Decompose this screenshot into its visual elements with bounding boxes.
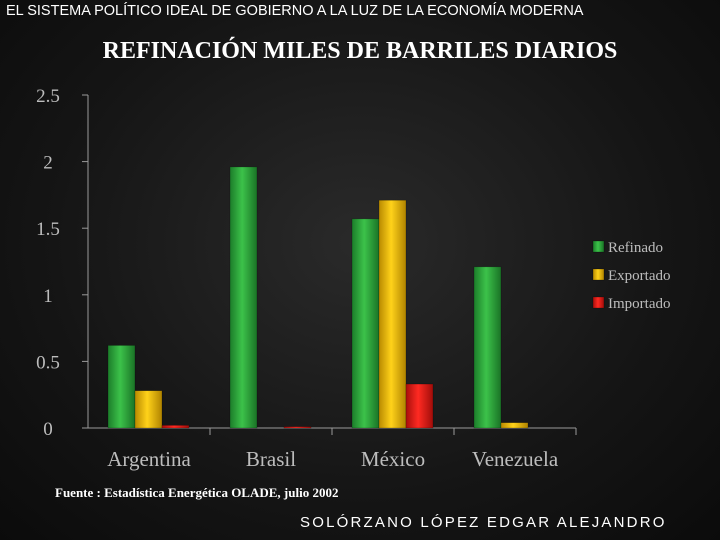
bar-importado-brasil (283, 426, 312, 429)
bar-importado-méxico (405, 383, 434, 429)
chart-axes (82, 94, 577, 435)
bar-exportado-méxico (378, 199, 407, 429)
legend-swatch-importado (592, 296, 605, 309)
bar-refinado-argentina (107, 345, 136, 429)
x-category-label: Venezuela (472, 447, 559, 471)
bar-refinado-brasil (229, 166, 258, 429)
y-tick-label: 0 (43, 419, 53, 440)
author-name: SOLÓRZANO LÓPEZ EDGAR ALEJANDRO (300, 514, 667, 531)
bar-exportado-venezuela (500, 422, 529, 429)
legend-swatch-exportado (592, 268, 605, 281)
chart-legend: Refinado Exportado Importado (592, 240, 670, 312)
bar-refinado-venezuela (473, 266, 502, 429)
chart-bars (107, 166, 529, 429)
y-tick-label: 2.5 (36, 86, 60, 107)
presentation-header: EL SISTEMA POLÍTICO IDEAL DE GOBIERNO A … (6, 3, 584, 19)
bar-exportado-argentina (134, 390, 163, 429)
x-category-label: Argentina (107, 447, 191, 471)
y-tick-labels: 0 0.5 1 1.5 2 2.5 (36, 86, 60, 440)
x-category-label: México (361, 447, 425, 471)
source-note: Fuente : Estadística Energética OLADE, j… (55, 485, 339, 500)
y-tick-label: 2 (43, 153, 53, 174)
legend-label-importado: Importado (608, 296, 670, 312)
y-tick-label: 1.5 (36, 219, 60, 240)
y-tick-label: 1 (43, 286, 53, 307)
x-category-labels: Argentina Brasil México Venezuela (107, 447, 559, 471)
legend-label-exportado: Exportado (608, 268, 670, 284)
x-category-label: Brasil (246, 447, 296, 471)
bar-refinado-méxico (351, 218, 380, 429)
legend-label-refinado: Refinado (608, 240, 663, 256)
legend-swatch-refinado (592, 240, 605, 253)
y-tick-label: 0.5 (36, 352, 60, 373)
chart-title: REFINACIÓN MILES DE BARRILES DIARIOS (102, 38, 618, 64)
bar-importado-argentina (161, 425, 190, 429)
